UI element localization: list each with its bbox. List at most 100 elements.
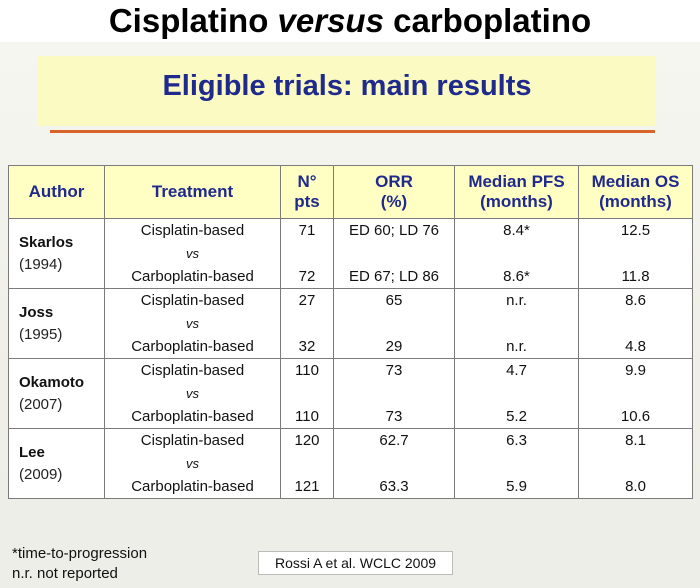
orr-cell: 62.7 63.3 bbox=[333, 428, 455, 499]
treatment-arm1: Cisplatin-based bbox=[140, 291, 245, 309]
banner: Eligible trials: main results bbox=[38, 56, 656, 126]
treatment-cell: Cisplatin-based vs Carboplatin-based bbox=[104, 358, 281, 429]
treatment-arm2: Carboplatin-based bbox=[131, 337, 254, 355]
median-os-arm1: 12.5 bbox=[620, 221, 651, 239]
author-name: Joss bbox=[19, 303, 54, 321]
median-pfs-arm2: 8.6* bbox=[503, 267, 530, 285]
median-os-arm2: 4.8 bbox=[625, 337, 646, 355]
median-pfs-cell: 4.7 5.2 bbox=[454, 358, 579, 429]
column-header-median-pfs: Median PFS (months) bbox=[454, 165, 579, 219]
median-pfs-cell: n.r. n.r. bbox=[454, 288, 579, 359]
author-name: Lee bbox=[19, 443, 45, 461]
treatment-cell: Cisplatin-based vs Carboplatin-based bbox=[104, 428, 281, 499]
median-pfs-arm2: 5.2 bbox=[506, 407, 527, 425]
treatment-cell: Cisplatin-based vs Carboplatin-based bbox=[104, 288, 281, 359]
page-title: Cisplatino versus carboplatino bbox=[0, 0, 700, 42]
orr-arm2: 29 bbox=[385, 337, 403, 355]
column-header-line: Median PFS bbox=[468, 172, 565, 191]
n-pts-arm2: 110 bbox=[295, 407, 319, 425]
orr-arm1: ED 60; LD 76 bbox=[348, 221, 440, 239]
median-os-cell: 9.9 10.6 bbox=[578, 358, 693, 429]
median-os-arm2: 8.0 bbox=[625, 477, 646, 495]
column-header-n-pts: N° pts bbox=[280, 165, 334, 219]
table-row: Skarlos (1994) Cisplatin-based vs Carboplati… bbox=[8, 218, 693, 289]
median-os-cell: 8.6 4.8 bbox=[578, 288, 693, 359]
vs-label: vs bbox=[186, 245, 199, 261]
column-header-median-os: Median OS (months) bbox=[578, 165, 693, 219]
column-header-line: (%) bbox=[380, 192, 408, 211]
orr-arm1: 73 bbox=[385, 361, 403, 379]
n-pts-arm1: 27 bbox=[298, 291, 316, 309]
vs-label: vs bbox=[186, 455, 199, 471]
median-os-arm1: 8.6 bbox=[625, 291, 646, 309]
median-pfs-arm1: 8.4* bbox=[503, 221, 530, 239]
column-header-treatment: Treatment bbox=[104, 165, 281, 219]
citation-box: Rossi A et al. WCLC 2009 bbox=[258, 551, 453, 575]
orr-arm1: 65 bbox=[385, 291, 403, 309]
median-pfs-arm1: 6.3 bbox=[506, 431, 527, 449]
treatment-arm2: Carboplatin-based bbox=[131, 267, 254, 285]
title-part1: Cisplatino bbox=[108, 2, 278, 39]
median-pfs-arm2: n.r. bbox=[506, 337, 527, 355]
n-pts-arm2: 32 bbox=[298, 337, 316, 355]
table-body: Skarlos (1994) Cisplatin-based vs Carboplati… bbox=[8, 218, 693, 499]
n-pts-arm1: 110 bbox=[295, 361, 319, 379]
column-header-line: (months) bbox=[480, 192, 553, 211]
orr-cell: 65 29 bbox=[333, 288, 455, 359]
title-part2: carboplatino bbox=[383, 2, 592, 39]
author-cell: Joss (1995) bbox=[8, 288, 105, 359]
author-name: Skarlos bbox=[19, 233, 74, 251]
author-year: (1995) bbox=[19, 325, 63, 343]
divider-rule bbox=[50, 130, 655, 133]
footnotes: *time-to-progression n.r. not reported bbox=[12, 544, 147, 584]
n-pts-cell: 110 110 bbox=[280, 358, 334, 429]
author-name: Okamoto bbox=[19, 373, 85, 391]
median-os-cell: 12.5 11.8 bbox=[578, 218, 693, 289]
title-italic: versus bbox=[277, 2, 384, 39]
footnote-nr: n.r. not reported bbox=[12, 565, 118, 582]
orr-arm2: ED 67; LD 86 bbox=[348, 267, 440, 285]
median-os-arm2: 10.6 bbox=[620, 407, 651, 425]
treatment-arm1: Cisplatin-based bbox=[140, 361, 245, 379]
n-pts-arm1: 71 bbox=[298, 221, 316, 239]
treatment-arm2: Carboplatin-based bbox=[131, 407, 254, 425]
n-pts-arm1: 120 bbox=[294, 431, 320, 449]
column-header-line: Author bbox=[28, 182, 85, 201]
table-header-row: Author Treatment N° pts ORR (%) Median PFS (mon… bbox=[8, 165, 693, 219]
treatment-arm2: Carboplatin-based bbox=[131, 477, 254, 495]
median-pfs-arm1: 4.7 bbox=[506, 361, 527, 379]
n-pts-cell: 120 121 bbox=[280, 428, 334, 499]
author-year: (1994) bbox=[19, 255, 63, 273]
column-header-author: Author bbox=[8, 165, 105, 219]
median-pfs-cell: 8.4* 8.6* bbox=[454, 218, 579, 289]
median-pfs-arm1: n.r. bbox=[506, 291, 527, 309]
n-pts-arm2: 121 bbox=[294, 477, 320, 495]
column-header-orr: ORR (%) bbox=[333, 165, 455, 219]
orr-arm2: 63.3 bbox=[379, 477, 409, 495]
treatment-arm1: Cisplatin-based bbox=[140, 221, 245, 239]
column-header-line: pts bbox=[294, 192, 320, 211]
column-header-line: Treatment bbox=[151, 182, 234, 201]
median-pfs-arm2: 5.9 bbox=[506, 477, 527, 495]
median-pfs-cell: 6.3 5.9 bbox=[454, 428, 579, 499]
table-row: Joss (1995) Cisplatin-based vs Carboplatin-b… bbox=[8, 288, 693, 359]
median-os-arm1: 8.1 bbox=[625, 431, 646, 449]
column-header-line: (months) bbox=[599, 192, 672, 211]
author-cell: Okamoto (2007) bbox=[8, 358, 105, 429]
author-year: (2007) bbox=[19, 395, 63, 413]
vs-label: vs bbox=[186, 385, 199, 401]
column-header-line: N° bbox=[297, 172, 317, 191]
n-pts-cell: 27 32 bbox=[280, 288, 334, 359]
treatment-arm1: Cisplatin-based bbox=[140, 431, 245, 449]
orr-cell: 73 73 bbox=[333, 358, 455, 429]
treatment-cell: Cisplatin-based vs Carboplatin-based bbox=[104, 218, 281, 289]
orr-cell: ED 60; LD 76 ED 67; LD 86 bbox=[333, 218, 455, 289]
author-cell: Skarlos (1994) bbox=[8, 218, 105, 289]
trials-table: Author Treatment N° pts ORR (%) Median PFS (mon… bbox=[8, 165, 693, 499]
column-header-line: ORR bbox=[375, 172, 413, 191]
vs-label: vs bbox=[186, 315, 199, 331]
column-header-line: Median OS bbox=[591, 172, 680, 191]
author-year: (2009) bbox=[19, 465, 63, 483]
orr-arm2: 73 bbox=[385, 407, 403, 425]
author-cell: Lee (2009) bbox=[8, 428, 105, 499]
